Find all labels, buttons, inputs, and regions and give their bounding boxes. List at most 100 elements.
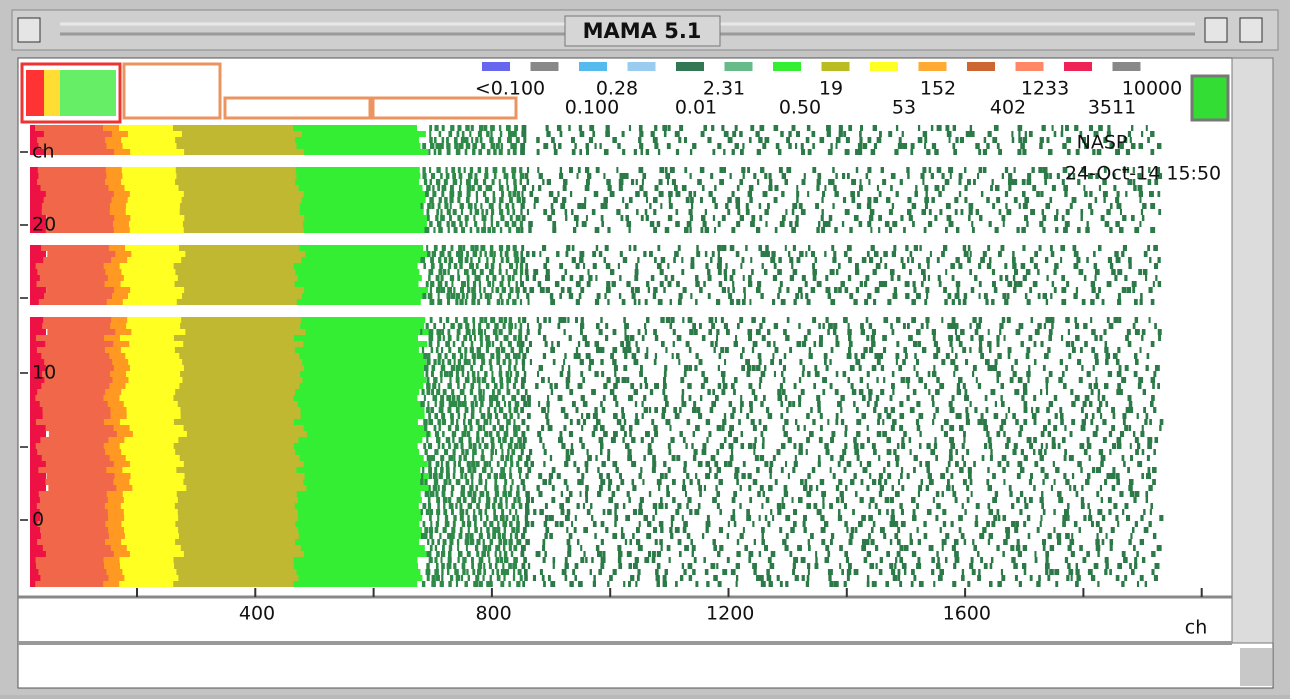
matrix-cell xyxy=(605,245,609,251)
matrix-cell xyxy=(649,491,651,497)
matrix-cell xyxy=(121,137,179,143)
matrix-cell xyxy=(129,479,187,485)
matrix-cell xyxy=(673,341,675,347)
matrix-cell xyxy=(649,203,651,209)
matrix-cell xyxy=(1097,407,1101,413)
matrix-cell xyxy=(553,563,555,569)
matrix-cell xyxy=(623,317,626,323)
matrix-cell xyxy=(438,353,442,359)
matrix-cell xyxy=(697,179,702,185)
matrix-cell xyxy=(298,527,422,533)
matrix-cell xyxy=(753,569,756,575)
matrix-cell xyxy=(475,575,479,581)
matrix-cell xyxy=(869,503,871,509)
matrix-cell xyxy=(759,125,764,131)
matrix-cell xyxy=(999,323,1003,329)
matrix-cell xyxy=(883,533,886,539)
color-button[interactable] xyxy=(1192,76,1228,120)
spectrum-thumb[interactable] xyxy=(225,98,370,118)
matrix-cell xyxy=(1023,137,1027,143)
collapse-button[interactable] xyxy=(1240,18,1262,42)
matrix-cell xyxy=(585,185,590,191)
window-title: MAMA 5.1 xyxy=(583,19,702,43)
matrix-cell xyxy=(181,257,305,263)
matrix-cell xyxy=(520,299,522,305)
matrix-cell xyxy=(998,461,1002,467)
matrix-cell xyxy=(620,341,624,347)
matrix-cell xyxy=(451,293,456,299)
matrix-cell xyxy=(780,221,785,227)
matrix-cell xyxy=(703,557,705,563)
matrix-cell xyxy=(654,359,657,365)
matrix-cell xyxy=(742,299,746,305)
matrix-cell xyxy=(587,455,592,461)
matrix-cell xyxy=(705,251,707,257)
matrix-cell xyxy=(508,407,511,413)
matrix-cell xyxy=(970,251,972,257)
matrix-cell xyxy=(438,359,441,365)
matrix-cell xyxy=(896,317,900,323)
matrix-cell xyxy=(448,443,451,449)
matrix-cell xyxy=(124,509,182,515)
matrix-cell xyxy=(538,473,542,479)
matrix-cell xyxy=(705,263,708,269)
matrix-cell xyxy=(485,479,487,485)
matrix-cell xyxy=(815,557,817,563)
resize-handle[interactable] xyxy=(1240,648,1272,686)
matrix-cell xyxy=(447,383,451,389)
matrix-cell xyxy=(813,503,817,509)
matrix-cell xyxy=(964,395,969,401)
matrix-cell xyxy=(474,527,478,533)
matrix-cell xyxy=(447,407,451,413)
matrix-cell xyxy=(946,467,949,473)
matrix-cell xyxy=(948,293,952,299)
matrix-cell xyxy=(483,125,487,131)
matrix-cell xyxy=(1133,185,1136,191)
matrix-cell xyxy=(597,293,601,299)
matrix-cell xyxy=(789,551,792,557)
matrix-cell xyxy=(608,497,613,503)
zoom-button[interactable] xyxy=(1205,18,1227,42)
matrix-cell xyxy=(443,509,447,515)
matrix-cell xyxy=(1133,431,1135,437)
matrix-cell xyxy=(173,125,297,131)
matrix-cell xyxy=(476,461,480,467)
matrix-cell xyxy=(913,287,916,293)
matrix-cell xyxy=(481,353,485,359)
matrix-cell xyxy=(520,269,523,275)
matrix-cell xyxy=(482,377,487,383)
matrix-cell xyxy=(881,167,884,173)
matrix-cell xyxy=(128,131,186,137)
matrix-cell xyxy=(518,329,522,335)
matrix-cell xyxy=(523,437,527,443)
matrix-cell xyxy=(1151,377,1156,383)
matrix-cell xyxy=(1158,209,1161,215)
thumb-box[interactable] xyxy=(124,64,220,118)
matrix-cell xyxy=(477,377,481,383)
matrix-cell xyxy=(522,365,525,371)
matrix-cell xyxy=(932,329,936,335)
matrix-cell xyxy=(876,263,881,269)
matrix-cell xyxy=(461,137,466,143)
matrix-cell xyxy=(694,557,697,563)
matrix-cell xyxy=(644,557,649,563)
matrix-cell xyxy=(499,245,503,251)
matrix-cell xyxy=(635,263,638,269)
matrix-cell xyxy=(795,221,799,227)
matrix-cell xyxy=(1153,371,1156,377)
matrix-cell xyxy=(1116,359,1120,365)
spectrum-thumb[interactable] xyxy=(373,98,516,118)
matrix-cell xyxy=(927,509,932,515)
matrix-cell xyxy=(545,527,549,533)
matrix-cell xyxy=(810,533,814,539)
matrix-cell xyxy=(450,203,452,209)
matrix-cell xyxy=(499,377,503,383)
matrix-cell xyxy=(757,149,761,155)
close-button[interactable] xyxy=(18,18,40,42)
matrix-cell xyxy=(777,293,780,299)
matrix-cell xyxy=(728,137,733,143)
matrix-cell xyxy=(955,257,959,263)
matrix-cell xyxy=(511,527,515,533)
matrix-cell xyxy=(942,539,947,545)
matrix-cell xyxy=(1081,497,1084,503)
